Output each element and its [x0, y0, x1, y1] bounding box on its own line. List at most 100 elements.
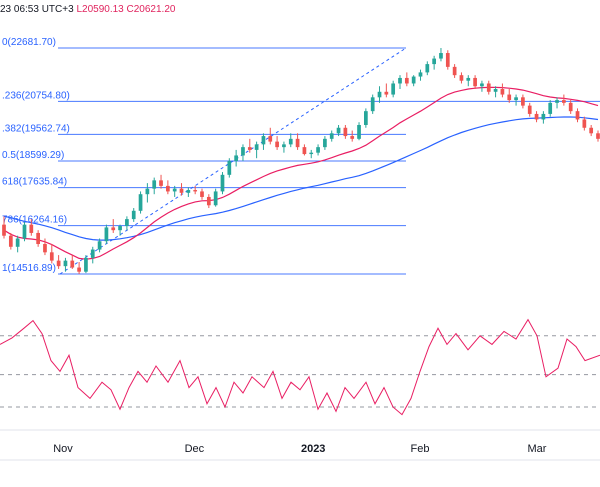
candle — [254, 141, 259, 159]
candle-body — [159, 180, 163, 186]
candle-body — [97, 241, 102, 250]
candle — [548, 100, 553, 117]
candle-body — [22, 224, 27, 239]
candle — [77, 262, 81, 275]
candle-body — [131, 210, 136, 220]
candle — [589, 124, 594, 137]
candle-body — [582, 119, 587, 128]
candle — [575, 108, 580, 123]
candle — [152, 177, 157, 195]
candle-body — [404, 77, 409, 84]
fibonacci-retracement[interactable]: 0(22681.70) .236(20754.80) .382(19562.74) 0… — [2, 37, 600, 275]
candle — [2, 216, 6, 239]
candle-body — [473, 77, 477, 87]
candle-body — [316, 147, 320, 153]
candle-body — [220, 174, 225, 192]
candle-body — [568, 102, 573, 112]
candle — [521, 94, 525, 109]
candle-body — [418, 72, 423, 77]
candle — [473, 75, 477, 90]
candle-body — [480, 83, 484, 87]
candle-body — [575, 111, 580, 120]
candle-body — [302, 147, 307, 155]
candle — [49, 244, 54, 264]
candle — [507, 89, 512, 103]
slow-ma-line — [3, 116, 599, 241]
candle-body — [521, 97, 525, 106]
candle-body — [425, 64, 430, 73]
fib-level-label: 618(17635.84) — [2, 177, 67, 188]
candle-body — [562, 100, 566, 103]
candle-body — [357, 124, 361, 139]
candle — [486, 80, 491, 95]
candle-body — [172, 188, 177, 192]
x-axis-tick-label: Mar — [528, 443, 547, 455]
candle-body — [56, 260, 61, 267]
candle-body — [391, 83, 396, 95]
candle-body — [288, 138, 293, 145]
candle — [125, 216, 129, 231]
candle — [227, 158, 232, 178]
candle-body — [493, 89, 498, 92]
candle-body — [323, 138, 327, 148]
candle-body — [118, 226, 122, 231]
candle — [206, 194, 211, 209]
candlestick-series — [2, 48, 600, 275]
candle-body — [138, 194, 143, 211]
candle — [370, 94, 375, 114]
candle-body — [63, 260, 68, 267]
candle — [220, 172, 225, 195]
time-axis[interactable]: Nov Dec 2023 Feb Mar — [53, 443, 547, 455]
candle — [418, 69, 423, 81]
candle-body — [500, 89, 505, 95]
moving-averages — [3, 86, 599, 260]
candle — [466, 75, 471, 87]
candle — [193, 185, 198, 195]
candle — [241, 144, 245, 161]
candle — [493, 86, 498, 98]
candle — [200, 188, 204, 200]
candle — [104, 224, 109, 245]
candle — [234, 149, 238, 167]
candle-body — [377, 91, 382, 98]
candle — [582, 116, 587, 131]
candle-body — [145, 188, 150, 195]
candle — [15, 235, 20, 253]
candle — [288, 133, 293, 148]
fib-trend-line — [59, 47, 407, 275]
candle-body — [2, 224, 6, 236]
candle-body — [596, 133, 600, 139]
candle — [186, 187, 191, 197]
candle-body — [152, 180, 157, 189]
candle-body — [186, 190, 191, 193]
candle — [445, 50, 450, 70]
candle — [480, 80, 484, 92]
candle — [295, 133, 300, 150]
fib-level-label: 786(16264.16) — [2, 215, 67, 226]
candle-body — [439, 53, 443, 59]
candle-body — [247, 147, 252, 150]
candle — [282, 141, 286, 153]
candle-body — [8, 235, 13, 247]
candle — [22, 221, 27, 242]
fib-level-label: .236(20754.80) — [2, 90, 70, 101]
candle — [172, 185, 177, 197]
candle-body — [398, 77, 402, 84]
header-time: 23 06:53 UTC+3 — [0, 4, 74, 15]
candle-body — [411, 76, 416, 84]
candle-body — [268, 136, 273, 142]
candle-body — [166, 185, 170, 192]
candle-body — [84, 257, 88, 272]
candle-body — [261, 136, 266, 145]
pane-separators — [0, 429, 600, 461]
candle — [268, 127, 273, 145]
candle — [500, 83, 505, 98]
candle — [350, 130, 355, 142]
candle — [138, 191, 143, 214]
candle-body — [179, 188, 184, 193]
candle-body — [445, 53, 450, 67]
candle — [213, 188, 218, 207]
fib-trendline — [59, 47, 407, 275]
candle — [63, 257, 68, 272]
